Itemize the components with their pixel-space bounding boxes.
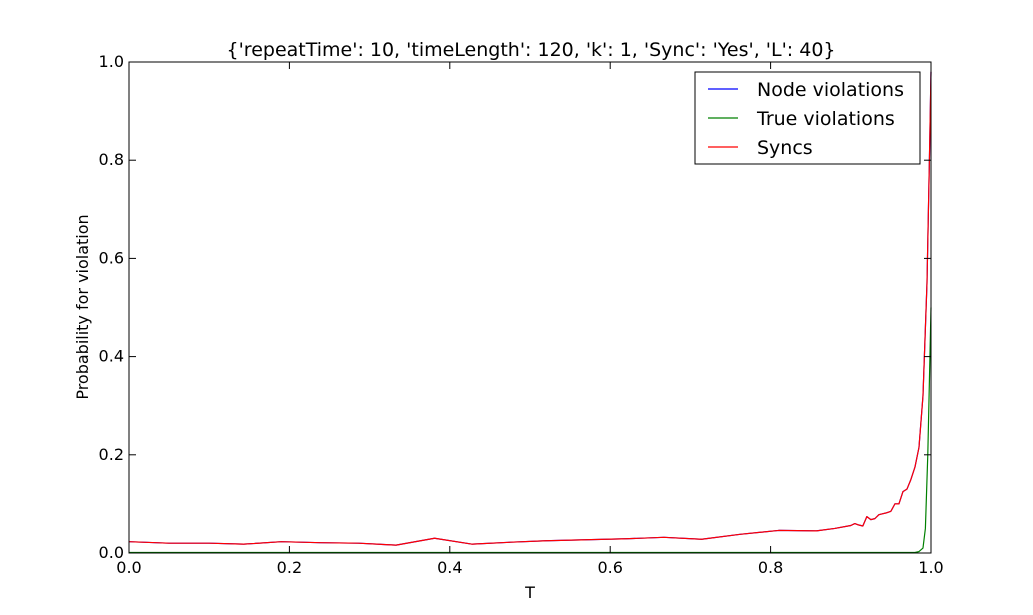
y-tick-label: 0.8 <box>99 150 124 169</box>
series-line-syncs <box>128 71 932 546</box>
legend-label: True violations <box>756 108 895 130</box>
x-axis-ticks: 0.0 0.2 0.4 0.6 0.8 1.0 <box>116 62 944 577</box>
y-axis-label: Probability for violation <box>73 214 92 399</box>
legend-label: Syncs <box>757 137 813 159</box>
y-axis-ticks: 0.0 0.2 0.4 0.6 0.8 1.0 <box>99 52 931 562</box>
plot-frame <box>128 61 932 554</box>
x-tick-label: 0.0 <box>116 558 141 577</box>
x-tick-label: 1.0 <box>918 558 943 577</box>
x-tick-label: 0.4 <box>437 558 462 577</box>
chart-title: {'repeatTime': 10, 'timeLength': 120, 'k… <box>226 39 835 61</box>
x-tick-label: 0.8 <box>758 558 783 577</box>
y-tick-label: 1.0 <box>99 52 124 71</box>
legend-label: Node violations <box>757 79 904 101</box>
x-tick-label: 0.6 <box>597 558 622 577</box>
y-tick-label: 0.4 <box>99 347 124 366</box>
y-tick-label: 0.6 <box>99 248 124 267</box>
y-tick-label: 0.2 <box>99 445 124 464</box>
x-tick-label: 0.2 <box>277 558 302 577</box>
legend: Node violations True violations Syncs <box>694 71 921 165</box>
x-axis-label: T <box>524 583 535 602</box>
y-tick-label: 0.0 <box>99 543 124 562</box>
